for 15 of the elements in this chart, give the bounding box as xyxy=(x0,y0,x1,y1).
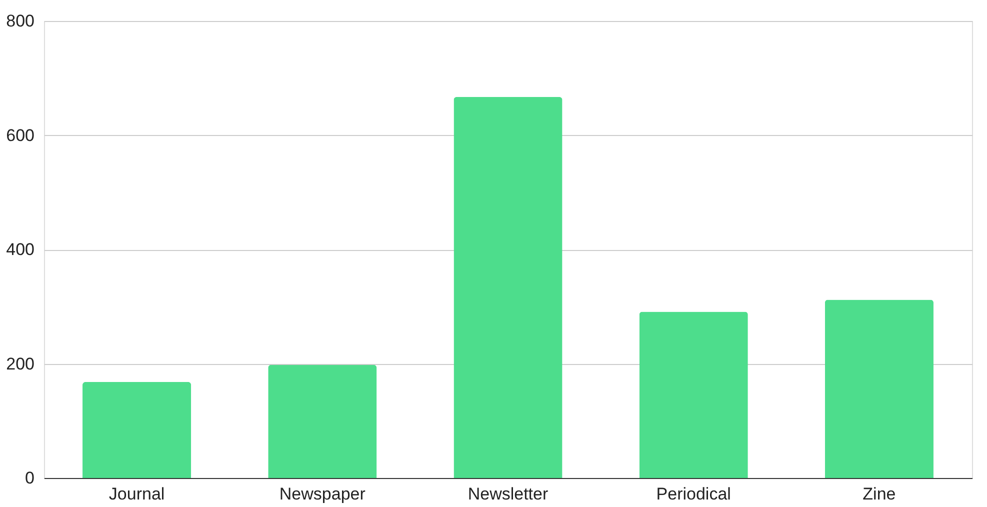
bar xyxy=(454,96,562,478)
y-tick-label: 600 xyxy=(6,126,34,145)
x-tick-label: Newsletter xyxy=(468,484,548,504)
bar xyxy=(824,300,934,478)
x-tick-label: Newspaper xyxy=(279,484,366,504)
y-tick-label: 200 xyxy=(6,354,34,374)
y-tick-label: 800 xyxy=(6,12,34,30)
y-tick-label: 400 xyxy=(6,240,34,259)
y-tick-label: 0 xyxy=(25,468,34,488)
x-tick-label: Journal xyxy=(108,484,165,504)
bar xyxy=(268,364,377,478)
bar xyxy=(639,312,748,478)
x-tick-label: Periodical xyxy=(656,484,731,504)
x-tick-label: Zine xyxy=(862,484,896,504)
bar xyxy=(82,382,192,478)
